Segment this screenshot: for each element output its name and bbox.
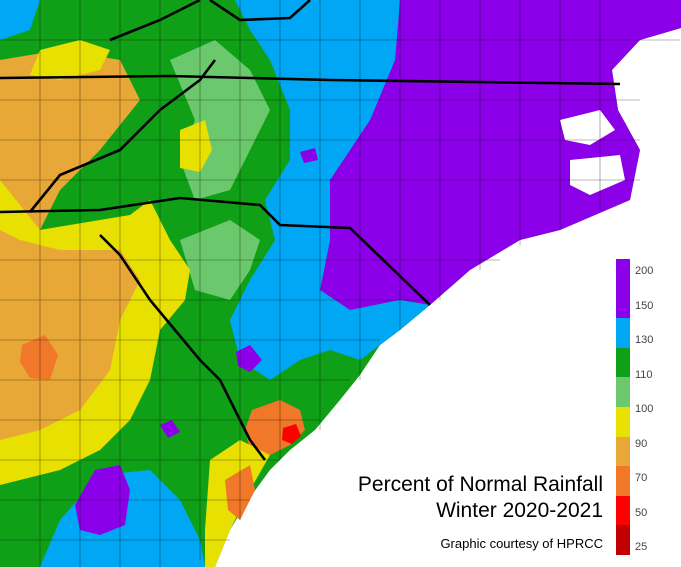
legend-swatch (616, 347, 630, 378)
legend-label: 110 (635, 368, 653, 381)
legend-label: 25 (635, 541, 648, 553)
title-block: Percent of Normal Rainfall Winter 2020-2… (358, 472, 603, 551)
legend-swatch (616, 407, 630, 438)
sound-pamlico (570, 155, 625, 195)
legend-label: 50 (635, 506, 648, 519)
state-boundaries (0, 0, 621, 461)
va-nc-border (0, 74, 621, 86)
zone-purple-spot-midlands (236, 345, 262, 372)
legend-swatch (616, 466, 630, 497)
zone-yellow-ridge (180, 120, 212, 172)
zone-orange-georgia (20, 335, 58, 380)
legend: 200 150 130 110 100 90 70 50 25 (616, 259, 676, 556)
legend-swatch (616, 318, 630, 349)
legend-swatch (616, 525, 630, 556)
zone-yellow-north (30, 40, 110, 80)
zone-blue-northwest (0, 0, 40, 40)
legend-label: 200 (635, 265, 654, 277)
zone-purple-spot-north (300, 148, 318, 163)
legend-swatch (616, 495, 630, 526)
map-subtitle: Winter 2020-2021 (436, 499, 603, 522)
legend-label: 100 (635, 403, 654, 415)
zone-purple-northeast (320, 0, 681, 310)
zone-yellow-west (0, 180, 190, 485)
legend-label: 150 (635, 299, 654, 312)
legend-swatch (616, 377, 630, 408)
tn-nc-border (28, 59, 217, 213)
legend-swatch (616, 436, 630, 467)
sc-ga-border (99, 234, 267, 461)
zone-tan-interior (0, 80, 110, 180)
kentucky-va-border (109, 0, 201, 42)
legend-swatch (616, 288, 630, 319)
zone-red-coast (282, 424, 301, 444)
legend-label: 130 (635, 334, 654, 346)
ocean (220, 150, 681, 567)
legend-label: 90 (635, 437, 648, 450)
zone-purple-spot-south (160, 420, 180, 438)
sound-north (560, 110, 615, 145)
credit-text: Graphic courtesy of HPRCC (440, 536, 603, 551)
wv-va-border (209, 0, 311, 22)
legend-swatch (616, 259, 630, 290)
nc-sc-ga-border (0, 196, 431, 306)
legend-label: 70 (635, 472, 648, 484)
map-title: Percent of Normal Rainfall (357, 473, 603, 496)
